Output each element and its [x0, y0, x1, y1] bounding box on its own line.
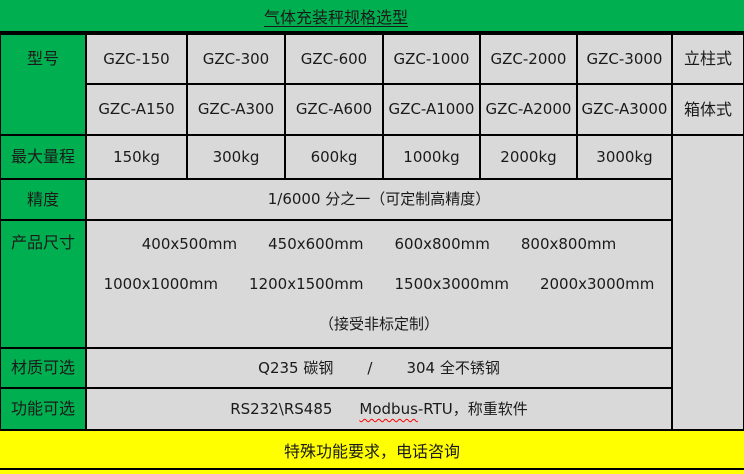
- type-column-cell: 立柱式: [672, 34, 744, 84]
- model-cell: GZC-150: [86, 34, 187, 84]
- row-label-function: 功能可选: [0, 388, 86, 430]
- function-protocol: Modbus-RTU，称重软件: [359, 401, 527, 418]
- model-value: GZC-A150: [98, 100, 175, 119]
- material-option-1: Q235 碳钢: [258, 358, 334, 377]
- row-label-model: 型号: [0, 34, 86, 135]
- footer-bottom-strip: [0, 470, 744, 474]
- model-cell: GZC-A600: [285, 84, 383, 135]
- capacity-cell: 600kg: [285, 135, 383, 179]
- capacity-value: 150kg: [113, 147, 160, 166]
- row-label-size: 产品尺寸: [0, 220, 86, 348]
- capacity-cell: 1000kg: [383, 135, 480, 179]
- capacity-value: 2000kg: [500, 147, 557, 166]
- function-modbus-word: Modbus: [359, 399, 418, 418]
- material-option-2: 304 全不锈钢: [406, 358, 500, 377]
- model-value: GZC-2000: [490, 49, 567, 68]
- size-value: 800x800mm: [520, 234, 617, 253]
- model-value: GZC-1000: [393, 49, 470, 68]
- model-cell: GZC-1000: [383, 34, 480, 84]
- function-cell: RS232\RS485 Modbus-RTU，称重软件: [86, 388, 672, 430]
- footer-note-band: 特殊功能要求，电话咨询: [0, 430, 744, 468]
- footer-note: 特殊功能要求，电话咨询: [283, 441, 460, 461]
- row-label-model-text: 型号: [26, 49, 59, 68]
- capacity-value: 3000kg: [596, 147, 653, 166]
- type-column-text: 立柱式: [683, 49, 732, 69]
- row-label-capacity: 最大量程: [0, 135, 86, 179]
- model-value: GZC-A2000: [485, 100, 572, 119]
- row-label-material-text: 材质可选: [10, 358, 75, 378]
- row-label-accuracy-text: 精度: [26, 189, 59, 209]
- row-label-material: 材质可选: [0, 348, 86, 388]
- row-label-accuracy: 精度: [0, 179, 86, 220]
- size-value: 450x600mm: [268, 234, 364, 253]
- size-line-1: 400x500mm 450x600mm 600x800mm 800x800mm: [142, 224, 617, 264]
- capacity-cell: 150kg: [86, 135, 187, 179]
- model-cell: GZC-3000: [577, 34, 672, 84]
- size-value: 1200x1500mm: [249, 274, 364, 293]
- model-cell: GZC-300: [187, 34, 285, 84]
- model-cell: GZC-2000: [480, 34, 577, 84]
- size-value: 1000x1000mm: [103, 274, 219, 293]
- capacity-cell: 3000kg: [577, 135, 672, 179]
- material-separator: /: [367, 358, 373, 377]
- accuracy-cell: 1/6000 分之一（可定制高精度）: [86, 179, 672, 220]
- model-cell: GZC-600: [285, 34, 383, 84]
- model-cell: GZC-A1000: [383, 84, 480, 135]
- size-value: 2000x3000mm: [539, 274, 655, 293]
- type-box-cell: 箱体式: [672, 84, 744, 135]
- model-value: GZC-3000: [586, 49, 663, 68]
- row-label-function-text: 功能可选: [10, 399, 75, 419]
- material-cell: Q235 碳钢 / 304 全不锈钢: [86, 348, 672, 388]
- capacity-cell: 300kg: [187, 135, 285, 179]
- size-note: （接受非标定制）: [318, 314, 439, 333]
- function-serial: RS232\RS485: [230, 399, 333, 418]
- function-rest-text: -RTU，称重软件: [417, 399, 528, 418]
- table-title-row: 气体充装秤规格选型: [0, 0, 744, 34]
- footer-divider: [0, 468, 744, 470]
- model-value: GZC-300: [202, 49, 270, 68]
- model-cell: GZC-A150: [86, 84, 187, 135]
- model-value: GZC-A600: [295, 100, 373, 119]
- model-value: GZC-A1000: [388, 100, 475, 119]
- model-cell: GZC-A2000: [480, 84, 577, 135]
- model-value: GZC-600: [300, 49, 368, 68]
- type-box-text: 箱体式: [683, 99, 732, 119]
- size-value: 400x500mm: [141, 234, 238, 253]
- model-value: GZC-A3000: [581, 100, 668, 119]
- model-cell: GZC-A3000: [577, 84, 672, 135]
- size-value: 600x800mm: [394, 234, 490, 253]
- model-cell: GZC-A300: [187, 84, 285, 135]
- table-title: 气体充装秤规格选型: [263, 7, 408, 27]
- capacity-value: 300kg: [212, 147, 260, 166]
- size-cell: 400x500mm 450x600mm 600x800mm 800x800mm …: [86, 220, 672, 348]
- row-label-size-text: 产品尺寸: [10, 233, 75, 252]
- capacity-value: 1000kg: [403, 147, 460, 166]
- right-merged-empty-cell: [672, 135, 744, 430]
- capacity-cell: 2000kg: [480, 135, 577, 179]
- model-value: GZC-150: [103, 49, 170, 68]
- size-line-2: 1000x1000mm 1200x1500mm 1500x3000mm 2000…: [104, 264, 655, 304]
- size-note-line: （接受非标定制）: [319, 304, 439, 344]
- accuracy-value: 1/6000 分之一（可定制高精度）: [267, 190, 491, 209]
- model-value: GZC-A300: [197, 100, 275, 119]
- size-value: 1500x3000mm: [394, 274, 509, 293]
- row-label-capacity-text: 最大量程: [10, 147, 75, 167]
- capacity-value: 600kg: [310, 147, 358, 166]
